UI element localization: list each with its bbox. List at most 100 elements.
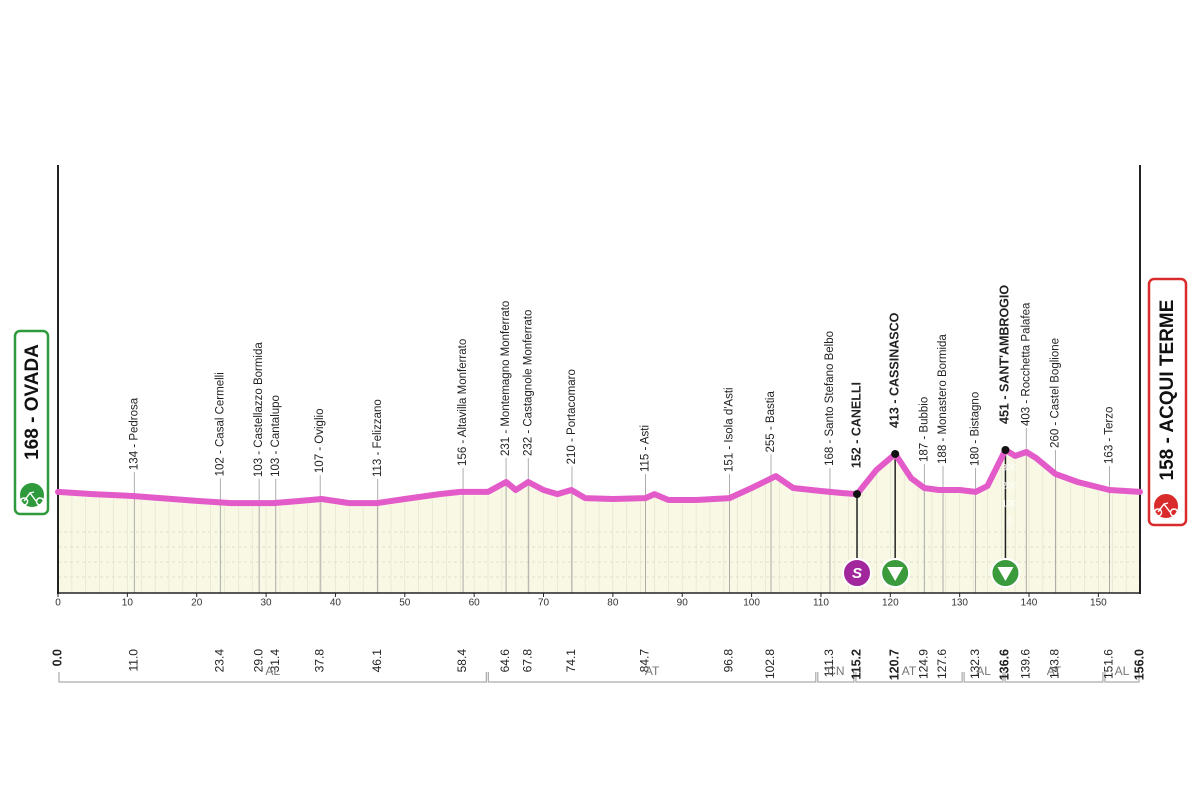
waypoint-dot <box>891 449 900 458</box>
waypoint-label: 107 - Oviglio <box>314 409 326 474</box>
x-tick-label: 90 <box>677 598 689 609</box>
km-label: 115.2 <box>849 649 863 680</box>
km-label: 0.0 <box>50 649 64 666</box>
x-tick-label: 120 <box>882 598 899 609</box>
waypoint-label: 115 - Asti <box>640 425 652 472</box>
km-label: 96.8 <box>722 649 736 673</box>
label-layer: 0 10 20 30 40 50 60 70 80 90 100 110 120 130 140 150 0 10… <box>50 285 1146 681</box>
finish-bike <box>1153 502 1179 517</box>
waypoint-label: 188 - Monastero Bormida <box>937 334 949 464</box>
region-label: AT <box>1047 664 1062 678</box>
start-bike <box>19 491 45 506</box>
waypoint-dot <box>853 490 862 499</box>
waypoint-label: 152 - CANELLI <box>849 382 863 468</box>
km-label: 120.7 <box>887 649 901 680</box>
region-label: AT <box>902 664 917 678</box>
region-bracket <box>855 672 963 683</box>
x-tick-label: 20 <box>191 598 203 609</box>
x-tick-label: 140 <box>1021 598 1038 609</box>
x-tick-label: 110 <box>813 598 829 609</box>
x-tick-label: 100 <box>743 598 760 609</box>
km-label: 84.7 <box>638 649 652 673</box>
km-label: 151.6 <box>1102 649 1116 679</box>
region-bracket <box>58 672 487 683</box>
region-label: AL <box>1115 664 1130 678</box>
km-label: 67.8 <box>520 649 534 673</box>
km-label: 31.4 <box>268 649 282 673</box>
sprint-letter: S <box>852 565 862 582</box>
x-tick-label: 60 <box>469 598 481 609</box>
waypoint-label: 413 - CASSINASCO <box>887 312 901 428</box>
waypoint-label: 113 - Felizzano <box>372 399 384 477</box>
km-label: 156.0 <box>1132 649 1146 680</box>
km-label: 58.4 <box>455 649 469 673</box>
km-label: 136.6 <box>998 649 1012 680</box>
km-label: 37.8 <box>312 649 326 673</box>
x-tick-label: 70 <box>538 598 550 609</box>
y-tick-label: 0 <box>1007 516 1012 526</box>
profile-area-layer <box>58 450 1140 593</box>
region-label: AL <box>976 664 991 678</box>
km-label: 127.6 <box>935 649 949 679</box>
waypoint-label: 156 - Altavilla Monferrato <box>457 339 469 466</box>
waypoint-label: 180 - Bistagno <box>970 392 982 466</box>
km-label: 143.8 <box>1048 649 1062 679</box>
x-tick-label: 10 <box>122 598 134 609</box>
km-label: 124.9 <box>916 649 930 679</box>
waypoint-label: 102 - Casal Cermelli <box>214 372 226 476</box>
waypoint-label: 451 - SANT'AMBROGIO <box>998 285 1012 424</box>
waypoint-label: 103 - Castellazzo Bormida <box>253 342 265 477</box>
waypoint-label: 134 - Pedrosa <box>128 397 140 470</box>
x-tick-label: 40 <box>330 598 342 609</box>
region-label: AT <box>645 664 660 678</box>
x-tick-label: 150 <box>1090 598 1107 609</box>
y-tick-label: 100 <box>1002 498 1017 508</box>
region-bracket <box>487 672 817 683</box>
km-label: 139.6 <box>1018 649 1032 679</box>
region-bracket <box>817 672 855 683</box>
x-tick-label: 80 <box>607 598 619 609</box>
start-label: 168 - OVADA <box>22 344 43 460</box>
waypoint-label: 403 - Rocchetta Palafea <box>1020 302 1032 426</box>
km-label: 132.3 <box>968 649 982 679</box>
x-tick-label: 30 <box>261 598 273 609</box>
climb-triangle <box>887 567 904 581</box>
region-label: CN <box>827 664 844 678</box>
x-tick-label: 50 <box>399 598 411 609</box>
km-label: 74.1 <box>564 649 578 673</box>
profile-line <box>55 447 1143 507</box>
waypoint-label: 231 - Montemagno Monferrato <box>500 301 512 456</box>
waypoint-dot <box>1001 446 1010 454</box>
waypoint-label: 232 - Castagnole Monferrato <box>522 310 534 456</box>
climb-triangle <box>997 567 1014 581</box>
sprint-icon <box>842 558 873 588</box>
start-box <box>13 329 50 516</box>
region-bracket <box>1104 672 1140 683</box>
km-label: 29.0 <box>251 649 265 673</box>
finish-box <box>1147 277 1188 527</box>
region-bracket <box>963 672 1004 683</box>
km-label: 111.3 <box>822 649 836 678</box>
km-label: 11.0 <box>126 649 140 672</box>
x-tick-label: 0 <box>55 598 61 609</box>
y-tick-label: 300 <box>1002 462 1017 472</box>
km-label: 102.8 <box>763 649 777 679</box>
region-label: AL <box>265 664 280 678</box>
y-tick-label: 200 <box>1002 480 1017 490</box>
waypoint-label: 255 - Bastia <box>765 391 777 453</box>
x-tick-label: 130 <box>951 598 968 609</box>
waypoint-label: 103 - Cantalupo <box>270 395 282 477</box>
finish-label: 158 - ACQUI TERME <box>1157 300 1178 481</box>
waypoint-label: 151 - Isola d'Asti <box>723 387 735 472</box>
waypoint-label: 187 - Bubbio <box>918 397 930 462</box>
waypoint-label: 260 - Castel Boglione <box>1049 338 1061 448</box>
km-label: 23.4 <box>212 649 226 673</box>
waypoint-label: 210 - Portacomaro <box>566 369 578 464</box>
waypoint-label: 163 - Terzo <box>1104 407 1116 464</box>
km-label: 64.6 <box>498 649 512 673</box>
waypoint-label: 168 - Santo Stefano Belbo <box>824 331 836 466</box>
region-bracket <box>1004 672 1104 683</box>
km-label: 46.1 <box>370 649 384 673</box>
